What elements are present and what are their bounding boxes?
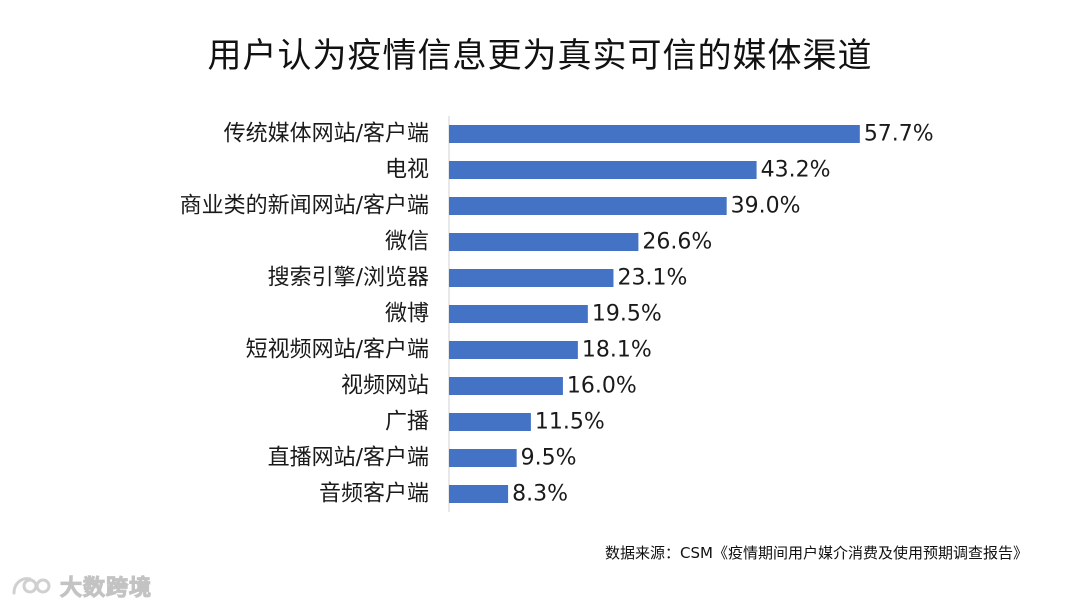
category-label: 视频网站 bbox=[341, 374, 429, 399]
data-label: 43.2% bbox=[761, 158, 831, 183]
data-label: 23.1% bbox=[617, 266, 687, 291]
watermark-text: 大数跨境 bbox=[59, 576, 153, 602]
chart-title: 用户认为疫情信息更为真实可信的媒体渠道 bbox=[207, 36, 873, 76]
bar bbox=[449, 197, 727, 215]
category-label: 商业类的新闻网站/客户端 bbox=[180, 194, 429, 219]
bars-layer: 传统媒体网站/客户端 57.7% 电视 43.2% 商业类的新闻网站/客户端 39.0% 微… bbox=[180, 116, 934, 512]
bar bbox=[449, 341, 578, 359]
category-label: 音频客户端 bbox=[319, 482, 429, 507]
source-note: 数据来源：CSM《疫情期间用户媒介消费及使用预期调查报告》 bbox=[605, 544, 1028, 562]
bar bbox=[449, 413, 531, 431]
watermark: 大数跨境 bbox=[10, 570, 152, 602]
bar bbox=[449, 449, 517, 467]
bar bbox=[449, 305, 588, 323]
data-label: 8.3% bbox=[512, 482, 568, 507]
logo-mark-icon bbox=[12, 577, 51, 595]
data-label: 39.0% bbox=[731, 194, 801, 219]
data-label: 11.5% bbox=[535, 410, 605, 435]
data-label: 9.5% bbox=[521, 446, 577, 471]
bar bbox=[449, 269, 614, 287]
data-label: 26.6% bbox=[642, 230, 712, 255]
data-label: 19.5% bbox=[592, 302, 662, 327]
category-label: 直播网站/客户端 bbox=[268, 446, 429, 471]
bar bbox=[449, 377, 563, 395]
bar bbox=[449, 485, 509, 503]
category-label: 搜索引擎/浏览器 bbox=[268, 266, 429, 291]
bar bbox=[449, 125, 860, 143]
category-label: 短视频网站/客户端 bbox=[246, 338, 429, 363]
category-label: 广播 bbox=[385, 410, 429, 435]
category-label: 传统媒体网站/客户端 bbox=[224, 122, 429, 147]
category-label: 微信 bbox=[385, 230, 429, 255]
bar bbox=[449, 161, 757, 179]
data-label: 57.7% bbox=[864, 122, 934, 147]
data-label: 16.0% bbox=[567, 374, 637, 399]
category-label: 微博 bbox=[385, 302, 429, 327]
data-label: 18.1% bbox=[582, 338, 652, 363]
category-label: 电视 bbox=[385, 158, 429, 183]
bar bbox=[449, 233, 639, 251]
